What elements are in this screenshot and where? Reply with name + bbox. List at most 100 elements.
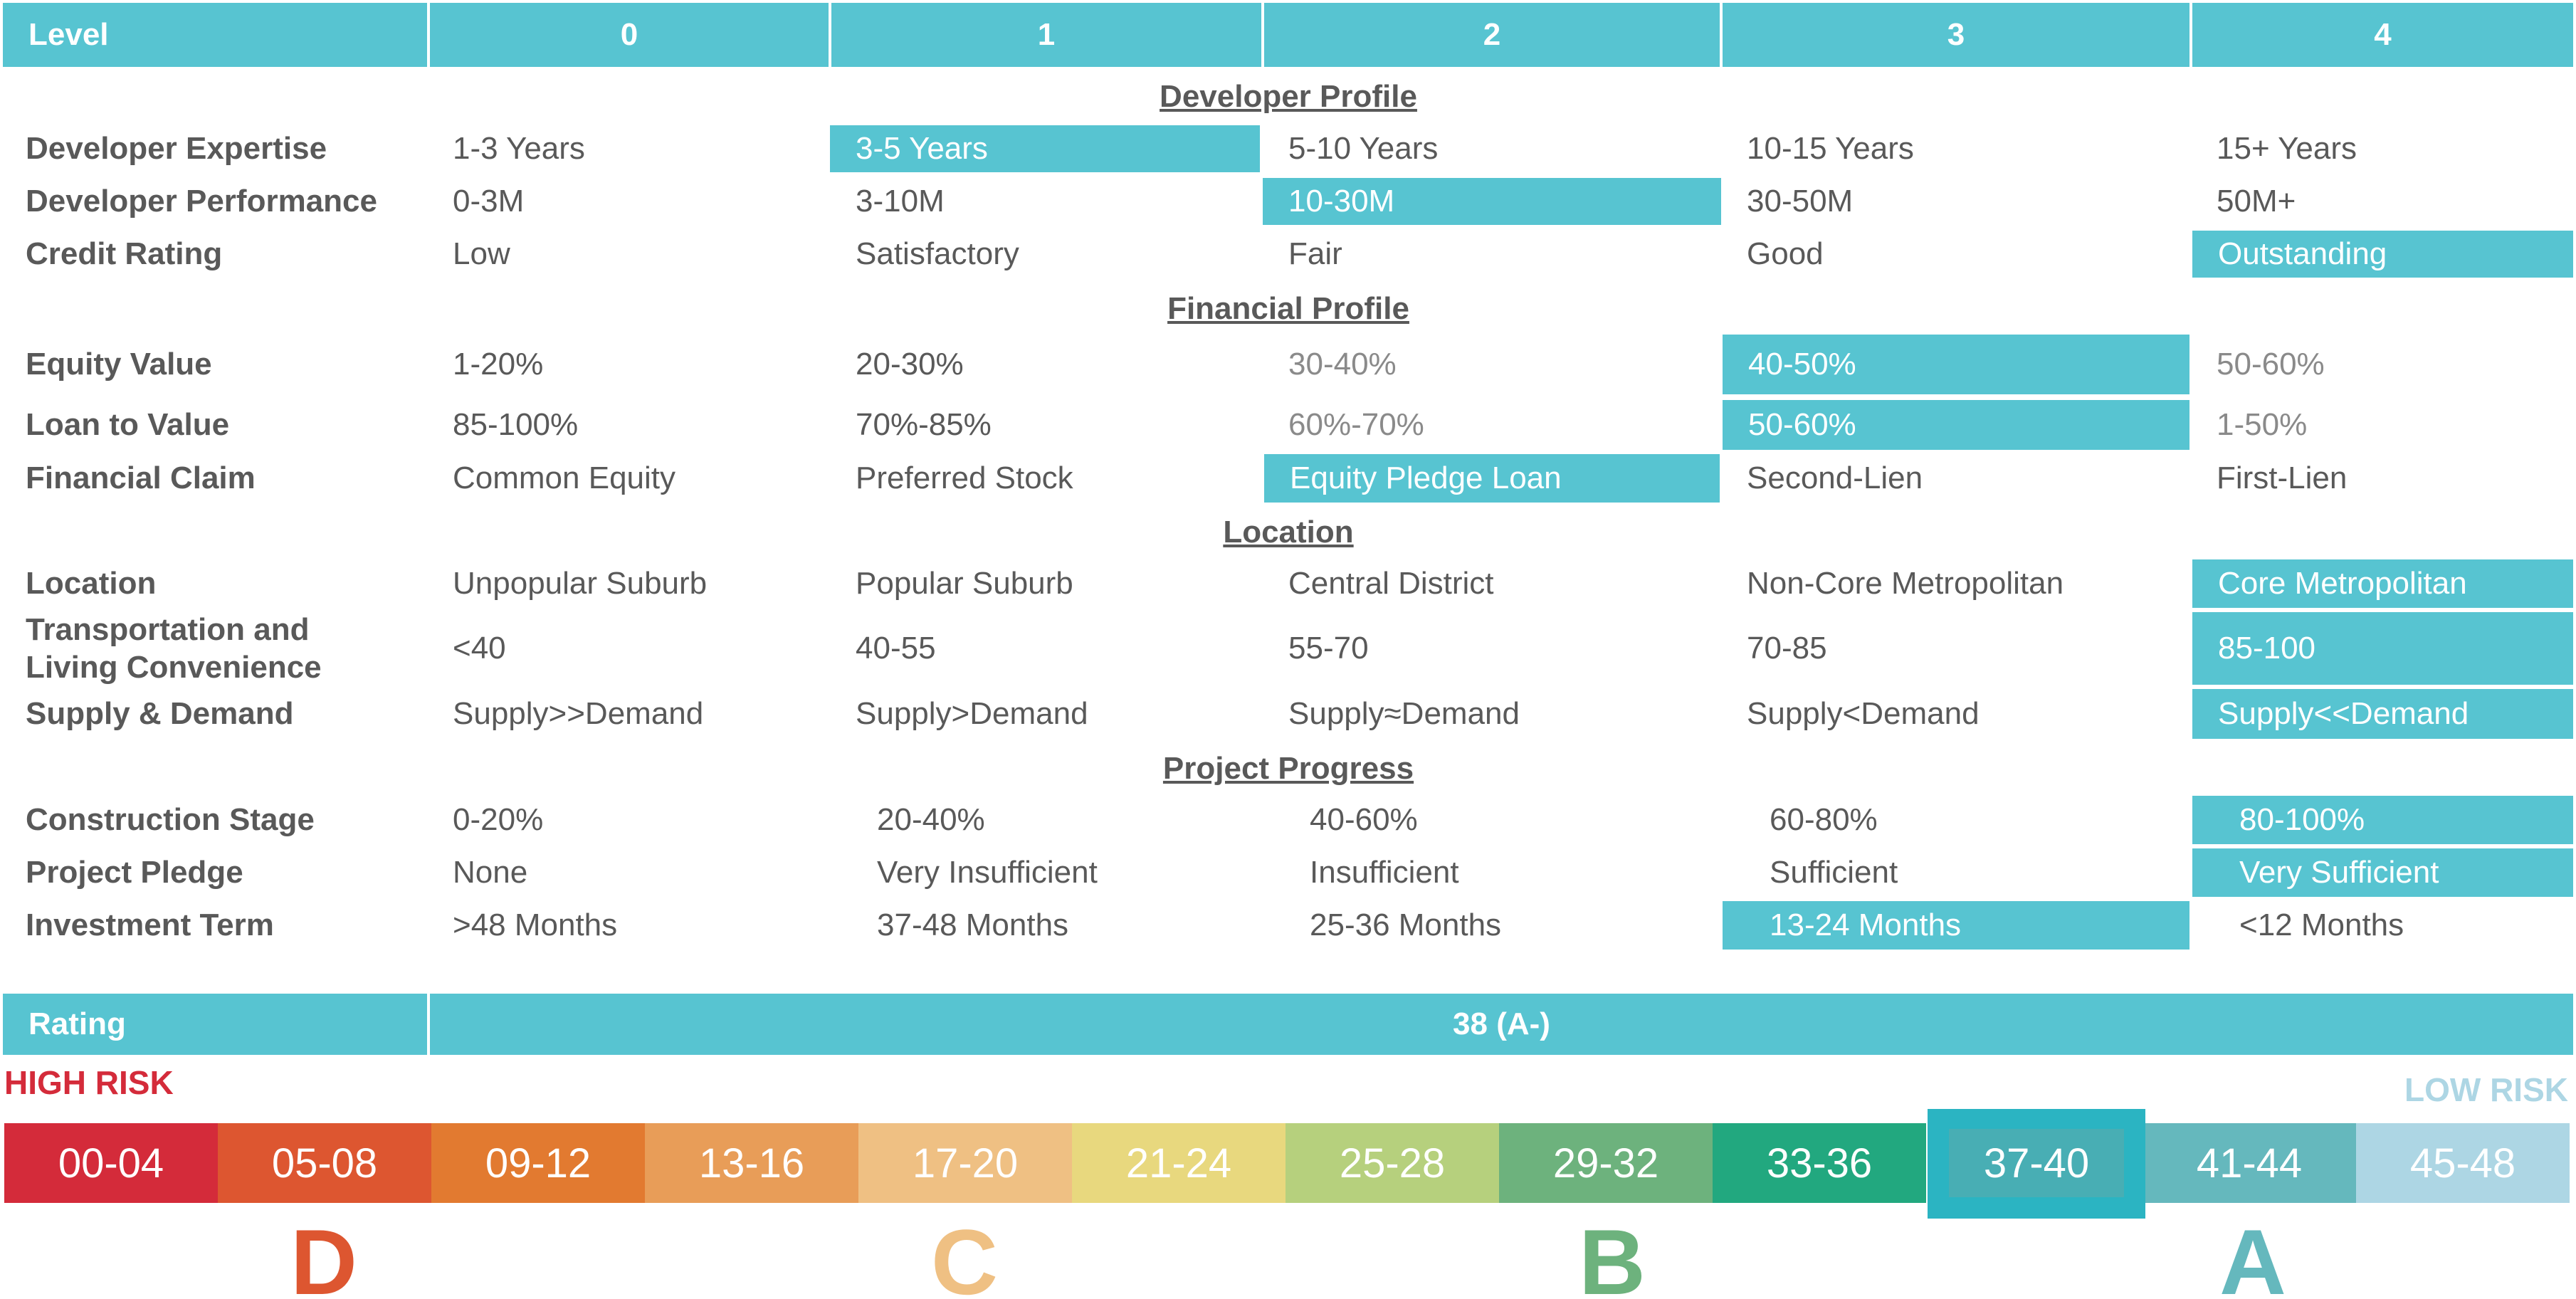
location-level-1: Popular Suburb: [856, 566, 1073, 601]
construction-stage-level-3: 60-80%: [1770, 802, 1878, 837]
rating-value: 38 (A-): [430, 994, 2573, 1055]
financial-claim-level-3: Second-Lien: [1747, 461, 1923, 495]
investment-term-level-0: >48 Months: [453, 908, 618, 942]
scale-segment-13-16: 13-16: [645, 1123, 858, 1203]
transportation-level-2: 55-70: [1288, 631, 1369, 666]
score-scale: 00-04 05-08 09-12 13-16 17-20 21-24 25-2…: [4, 1123, 2570, 1203]
construction-stage-level-4: 80-100%: [2192, 796, 2573, 844]
developer-expertise-level-2: 5-10 Years: [1288, 131, 1439, 166]
developer-expertise-level-4: 15+ Years: [2217, 131, 2357, 166]
row-label-transportation-line1: Transportation and: [26, 612, 310, 648]
location-level-2: Central District: [1288, 566, 1494, 601]
row-label-project-pledge: Project Pledge: [26, 854, 243, 890]
equity-value-level-1: 20-30%: [856, 347, 964, 382]
supply-demand-level-1: Supply>Demand: [856, 696, 1088, 731]
investment-term-level-2: 25-36 Months: [1310, 908, 1502, 942]
row-label-location: Location: [26, 565, 157, 601]
supply-demand-level-2: Supply≈Demand: [1288, 696, 1520, 731]
transportation-level-1: 40-55: [856, 631, 936, 666]
developer-performance-level-1: 3-10M: [856, 184, 945, 219]
developer-performance-level-0: 0-3M: [453, 184, 525, 219]
row-label-credit-rating: Credit Rating: [26, 236, 223, 271]
credit-rating-level-0: Low: [453, 236, 510, 271]
scale-segment-29-32: 29-32: [1499, 1123, 1713, 1203]
scale-segment-21-24: 21-24: [1072, 1123, 1286, 1203]
low-risk-label: LOW RISK: [2404, 1071, 2568, 1108]
row-label-investment-term: Investment Term: [26, 907, 274, 942]
developer-expertise-level-3: 10-15 Years: [1747, 131, 1914, 166]
construction-stage-level-0: 0-20%: [453, 802, 544, 837]
transportation-level-0: <40: [453, 631, 506, 666]
scale-segment-45-48: 45-48: [2356, 1123, 2570, 1203]
loan-to-value-level-1: 70%-85%: [856, 407, 992, 442]
scale-segment-33-36: 33-36: [1713, 1123, 1926, 1203]
grade-a: A: [2219, 1224, 2286, 1299]
transportation-level-4: 85-100: [2192, 612, 2573, 685]
equity-value-level-2: 30-40%: [1288, 347, 1397, 382]
scale-segment-09-12: 09-12: [431, 1123, 645, 1203]
section-project-progress: Project Progress: [1162, 751, 1414, 786]
location-level-4: Core Metropolitan: [2192, 559, 2573, 608]
credit-rating-level-4: Outstanding: [2192, 231, 2573, 278]
project-pledge-level-0: None: [453, 855, 528, 890]
project-pledge-level-2: Insufficient: [1310, 855, 1459, 890]
rating-label: Rating: [3, 994, 427, 1055]
level-0-header: 0: [430, 3, 829, 67]
credit-rating-level-3: Good: [1747, 236, 1824, 271]
construction-stage-level-1: 20-40%: [877, 802, 985, 837]
equity-value-level-0: 1-20%: [453, 347, 544, 382]
row-label-loan-to-value: Loan to Value: [26, 406, 230, 442]
row-label-developer-performance: Developer Performance: [26, 183, 377, 219]
supply-demand-level-3: Supply<Demand: [1747, 696, 1980, 731]
investment-term-level-4: <12 Months: [2239, 908, 2404, 942]
financial-claim-level-4: First-Lien: [2217, 461, 2348, 495]
developer-performance-level-2: 10-30M: [1263, 178, 1721, 225]
row-label-equity-value: Equity Value: [26, 346, 212, 382]
level-3-header: 3: [1723, 3, 2189, 67]
investment-term-level-1: 37-48 Months: [877, 908, 1069, 942]
row-label-developer-expertise: Developer Expertise: [26, 130, 327, 166]
supply-demand-level-0: Supply>>Demand: [453, 696, 704, 731]
developer-performance-level-3: 30-50M: [1747, 184, 1854, 219]
loan-to-value-level-3: 50-60%: [1723, 400, 2189, 450]
project-pledge-level-4: Very Sufficient: [2192, 848, 2573, 897]
investment-term-level-3: 13-24 Months: [1723, 901, 2189, 950]
level-2-header: 2: [1264, 3, 1720, 67]
developer-performance-level-4: 50M+: [2217, 184, 2296, 219]
location-level-3: Non-Core Metropolitan: [1747, 566, 2064, 601]
grade-d: D: [290, 1224, 357, 1299]
equity-value-level-4: 50-60%: [2217, 347, 2325, 382]
transportation-level-3: 70-85: [1747, 631, 1827, 666]
scale-segment-37-40: 37-40: [1949, 1129, 2124, 1197]
equity-value-level-3: 40-50%: [1723, 335, 2189, 394]
credit-rating-level-1: Satisfactory: [856, 236, 1019, 271]
row-label-financial-claim: Financial Claim: [26, 460, 256, 495]
supply-demand-level-4: Supply<<Demand: [2192, 689, 2573, 739]
row-label-transportation: Transportation and Living Convenience: [0, 611, 427, 688]
level-header: Level: [3, 3, 427, 67]
grade-c: C: [931, 1224, 998, 1299]
developer-expertise-level-0: 1-3 Years: [453, 131, 585, 166]
scale-segment-05-08: 05-08: [218, 1123, 431, 1203]
level-1-header: 1: [831, 3, 1261, 67]
grade-b: B: [1579, 1224, 1646, 1299]
scale-segment-25-28: 25-28: [1286, 1123, 1499, 1203]
project-pledge-level-3: Sufficient: [1770, 855, 1898, 890]
scale-segment-41-44: 41-44: [2143, 1123, 2356, 1203]
construction-stage-level-2: 40-60%: [1310, 802, 1418, 837]
section-developer-profile: Developer Profile: [1160, 79, 1417, 114]
location-level-0: Unpopular Suburb: [453, 566, 708, 601]
loan-to-value-level-2: 60%-70%: [1288, 407, 1424, 442]
row-label-supply-demand: Supply & Demand: [26, 695, 294, 731]
level-4-header: 4: [2192, 3, 2573, 67]
row-label-construction-stage: Construction Stage: [26, 801, 315, 837]
financial-claim-level-0: Common Equity: [453, 461, 676, 495]
section-location: Location: [1223, 515, 1354, 549]
loan-to-value-level-0: 85-100%: [453, 407, 579, 442]
project-pledge-level-1: Very Insufficient: [877, 855, 1098, 890]
section-financial-profile: Financial Profile: [1167, 291, 1409, 326]
credit-rating-level-2: Fair: [1288, 236, 1342, 271]
financial-claim-level-2: Equity Pledge Loan: [1264, 454, 1720, 503]
scale-segment-17-20: 17-20: [858, 1123, 1072, 1203]
scale-segment-00-04: 00-04: [4, 1123, 218, 1203]
